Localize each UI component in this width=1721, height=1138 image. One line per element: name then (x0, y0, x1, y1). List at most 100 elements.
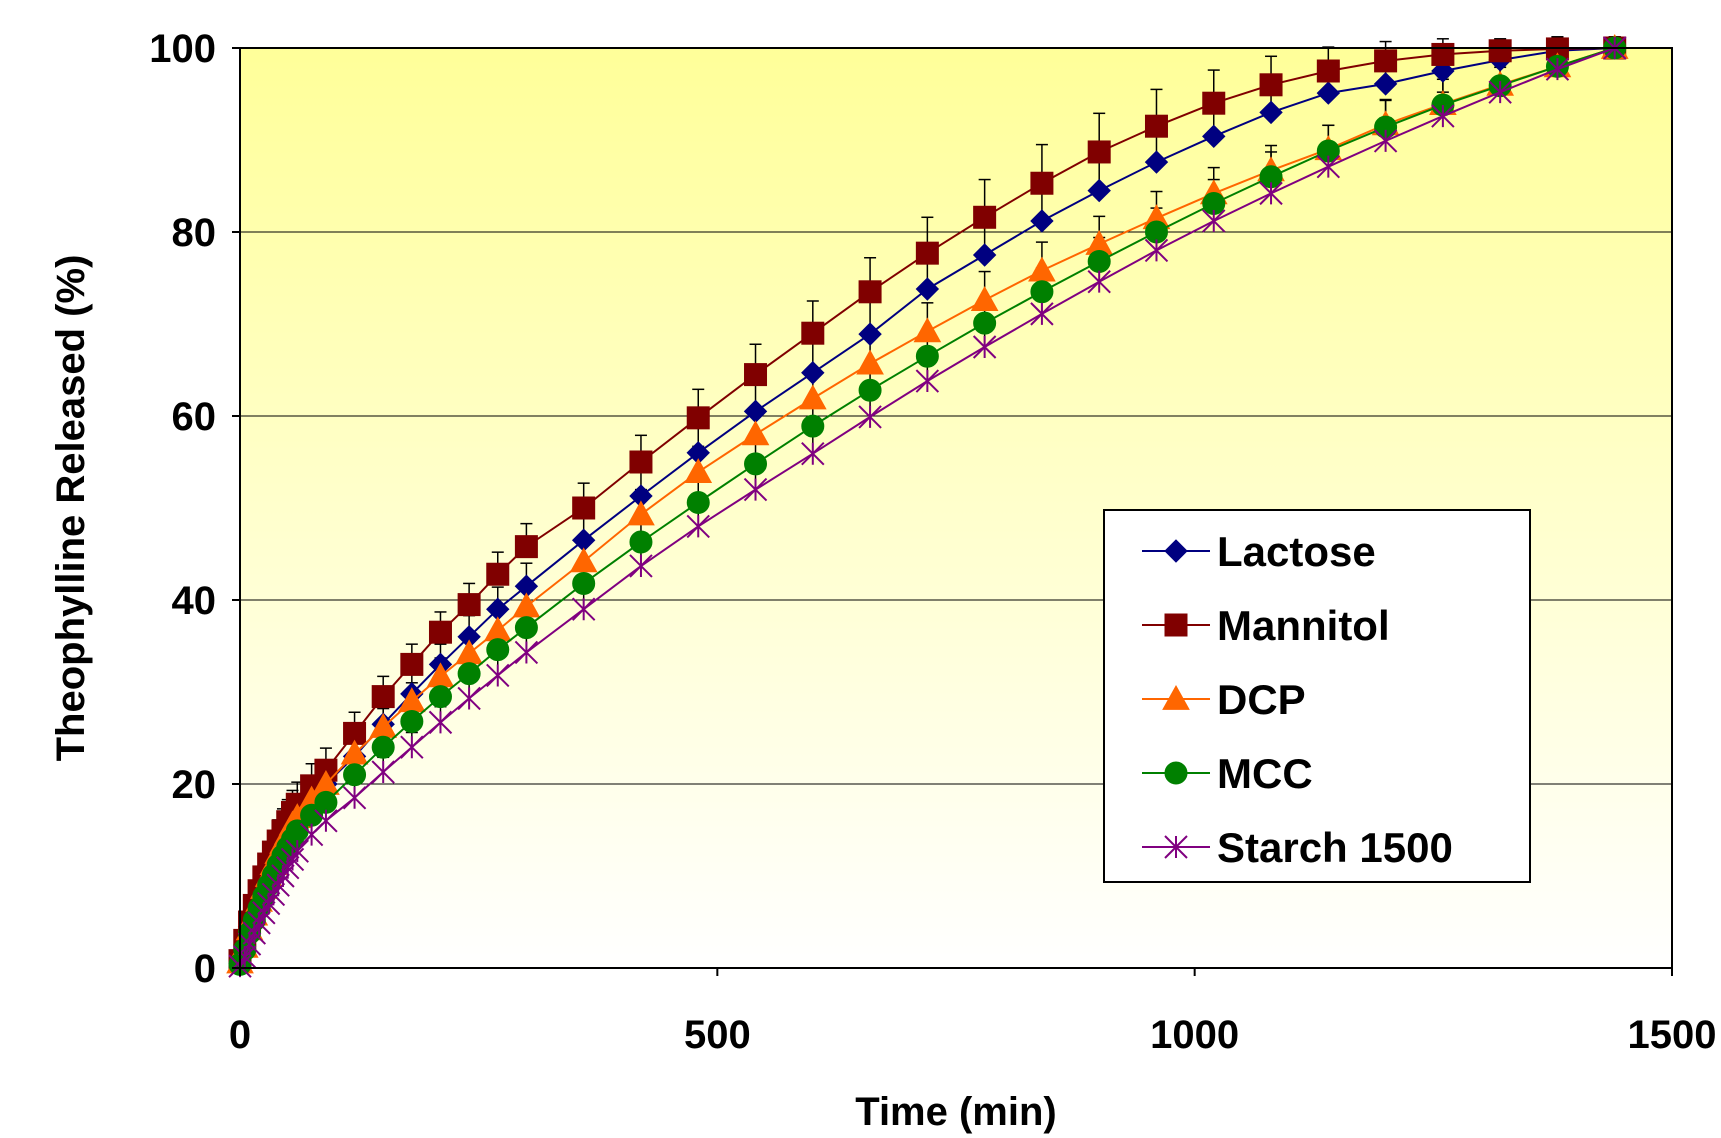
legend-marker (1164, 835, 1188, 859)
data-point (744, 452, 768, 476)
data-point (1431, 104, 1455, 128)
data-point (915, 344, 939, 368)
y-tick-label: 40 (172, 579, 217, 623)
data-point (629, 554, 653, 578)
data-point (428, 620, 452, 644)
data-point (798, 384, 827, 410)
data-point (1030, 209, 1054, 233)
data-point (400, 709, 424, 733)
data-point (1259, 73, 1283, 97)
data-point (686, 514, 710, 539)
data-point (486, 562, 510, 586)
data-series (226, 33, 1629, 978)
legend: Lactose Mannitol DCP MCC Starch 1500 (1103, 509, 1531, 883)
legend-marker (1164, 539, 1188, 563)
data-point (1087, 178, 1111, 203)
data-point (686, 490, 710, 514)
data-point (1373, 72, 1398, 96)
legend-entry: MCC (1142, 750, 1313, 797)
x-tick-label: 0 (229, 1013, 251, 1057)
data-point (314, 809, 338, 833)
data-point (428, 710, 453, 735)
data-point (1488, 80, 1512, 104)
data-point (514, 640, 539, 665)
data-point (915, 277, 940, 301)
legend-marker (1164, 761, 1188, 785)
series-starch-1500 (228, 36, 1627, 978)
data-point (1316, 81, 1341, 105)
data-point (371, 760, 395, 784)
legend-entry: DCP (1142, 676, 1306, 723)
data-point (1374, 49, 1398, 73)
y-axis-title: Theophylline Released (%) (49, 255, 93, 762)
data-point (342, 786, 367, 810)
data-point (1030, 302, 1054, 326)
data-point (970, 286, 999, 311)
legend-marker (1164, 613, 1188, 637)
legend-entry: Starch 1500 (1142, 824, 1453, 871)
data-point (1316, 59, 1340, 83)
data-point (400, 735, 424, 759)
data-point (371, 735, 395, 759)
data-point (285, 839, 309, 863)
data-point (1030, 171, 1054, 195)
data-point (1202, 209, 1226, 233)
data-point (1545, 57, 1570, 81)
x-tick-label: 1000 (1150, 1013, 1239, 1057)
data-point (1431, 42, 1455, 66)
data-point (514, 535, 538, 559)
data-point (428, 685, 452, 709)
data-point (280, 847, 305, 872)
y-tick-label: 100 (149, 27, 216, 71)
data-point (514, 616, 538, 640)
data-point (972, 243, 997, 267)
x-tick-label: 1500 (1628, 1013, 1717, 1057)
data-point (1144, 238, 1169, 263)
data-point (973, 311, 997, 335)
legend-label: DCP (1217, 676, 1306, 723)
data-point (1202, 91, 1226, 115)
data-point (572, 496, 596, 520)
x-axis-title: Time (min) (855, 1090, 1057, 1134)
data-point (486, 638, 510, 662)
data-point (915, 369, 940, 393)
data-point (627, 500, 655, 526)
data-point (915, 241, 939, 265)
data-point (743, 477, 768, 502)
data-point (1087, 249, 1111, 273)
data-point (1087, 269, 1111, 294)
data-point (486, 663, 510, 688)
data-point (457, 686, 481, 711)
data-point (629, 530, 653, 554)
data-point (858, 378, 882, 402)
data-point (1259, 100, 1283, 125)
legend-label: Starch 1500 (1217, 824, 1453, 871)
x-tick-label: 500 (684, 1013, 751, 1057)
data-point (1259, 181, 1283, 206)
y-tick-label: 20 (172, 763, 217, 807)
data-point (1202, 124, 1226, 149)
y-tick-label: 0 (194, 947, 216, 991)
y-tick-label: 80 (172, 211, 217, 255)
data-point (571, 597, 596, 621)
data-point (858, 280, 882, 304)
legend-label: Lactose (1217, 528, 1376, 575)
legend-label: MCC (1217, 750, 1313, 797)
data-point (858, 405, 882, 429)
data-point (371, 685, 395, 709)
data-point (801, 442, 825, 466)
plot-area-border (239, 47, 1673, 969)
legend-marker (1162, 684, 1190, 710)
data-point (457, 593, 481, 617)
data-point (1144, 150, 1169, 174)
data-point (686, 406, 710, 430)
data-point (1030, 280, 1054, 304)
data-point (801, 361, 825, 385)
data-point (1488, 39, 1512, 63)
data-point (572, 571, 596, 595)
data-point (972, 335, 997, 359)
data-point (1144, 114, 1168, 138)
data-point (1373, 129, 1398, 153)
data-point (801, 321, 825, 345)
